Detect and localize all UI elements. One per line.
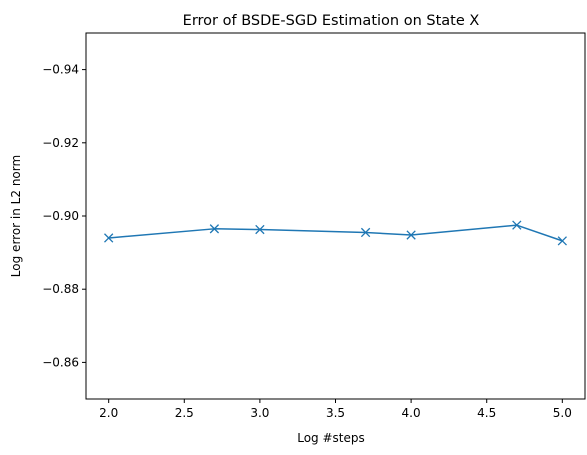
chart-title: Error of BSDE-SGD Estimation on State X	[183, 13, 480, 29]
x-axis-label: Log #steps	[297, 431, 365, 445]
x-tick-label: 4.0	[402, 406, 421, 420]
x-tick-label: 3.5	[326, 406, 345, 420]
x-axis: 2.0 2.5 3.0 3.5 4.0 4.5 5.0	[99, 399, 572, 420]
data-point-marker	[512, 220, 522, 230]
y-tick-label: −0.90	[42, 209, 79, 223]
y-axis: −0.94 −0.92 −0.90 −0.88 −0.86	[42, 63, 86, 369]
y-tick-label: −0.94	[42, 63, 79, 77]
data-point-marker	[557, 236, 567, 246]
x-tick-label: 2.5	[175, 406, 194, 420]
data-point-marker	[104, 233, 114, 243]
x-tick-label: 5.0	[553, 406, 572, 420]
y-tick-label: −0.88	[42, 282, 79, 296]
x-tick-label: 2.0	[99, 406, 118, 420]
data-point-marker	[209, 224, 220, 234]
data-point-marker	[360, 227, 371, 238]
y-tick-label: −0.92	[42, 136, 79, 150]
y-tick-label: −0.86	[42, 355, 79, 369]
plot-area	[104, 220, 567, 246]
y-axis-label: Log error in L2 norm	[9, 155, 23, 277]
x-tick-label: 4.5	[477, 406, 496, 420]
data-point-marker	[406, 230, 416, 240]
data-point-marker	[255, 224, 265, 235]
x-tick-label: 3.0	[250, 406, 269, 420]
